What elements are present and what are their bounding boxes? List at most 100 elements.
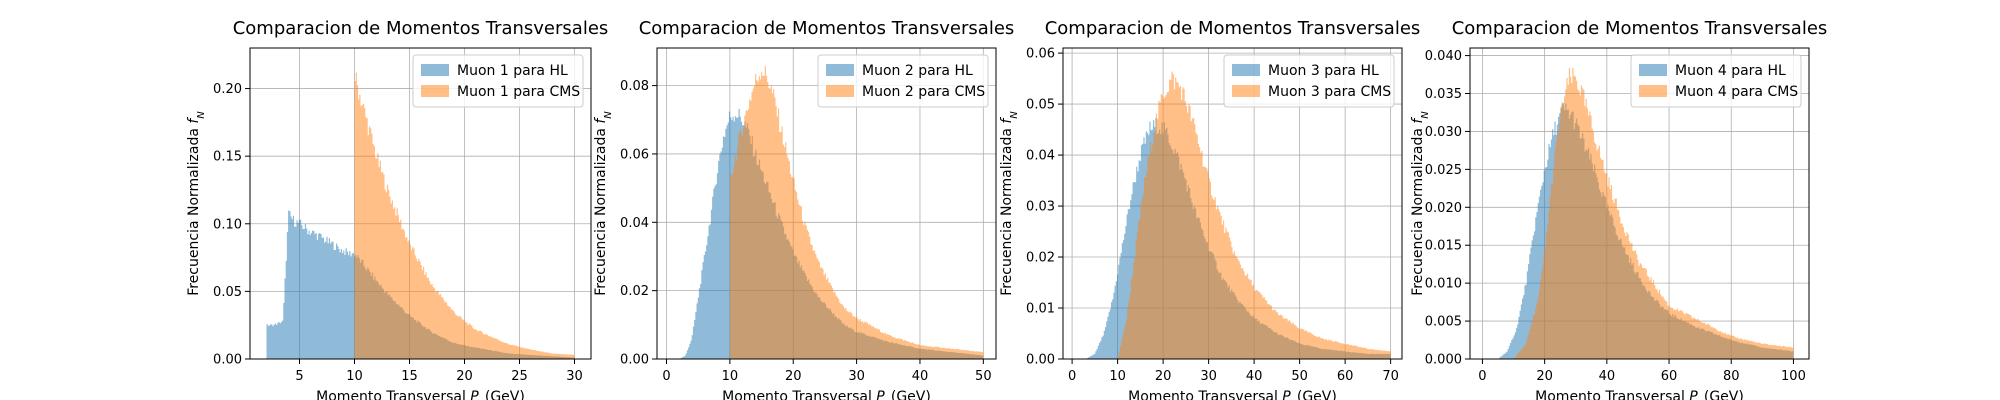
legend-swatch <box>826 64 854 76</box>
legend-entry: Muon 2 para CMS <box>862 84 985 100</box>
y-tick-label: 0.005 <box>1425 315 1462 330</box>
legend-box <box>1223 54 1395 108</box>
legend: Muon 4 para HL Muon 4 para CMS <box>1630 54 1802 108</box>
legend-entry: Muon 2 para HL <box>862 63 973 79</box>
x-tick-label: 15 <box>401 369 418 384</box>
y-tick-label: 0.08 <box>620 79 649 94</box>
legend: Muon 2 para HL Muon 2 para CMS <box>817 54 989 108</box>
chart-panel-1: Comparacion de Momentos Transversales 5 10… <box>186 18 608 400</box>
legend-swatch <box>826 85 854 97</box>
chart-title: Comparacion de Momentos Transversales <box>639 18 1015 39</box>
x-tick-label: 30 <box>566 369 583 384</box>
x-tick-label: 80 <box>1723 369 1740 384</box>
y-tick-label: 0.025 <box>1425 163 1462 178</box>
legend-swatch <box>1232 64 1260 76</box>
legend-entry: Muon 1 para CMS <box>457 84 580 100</box>
plot-frame <box>1469 47 1810 360</box>
y-axis-label: Frecuencia Normalizada fN <box>186 111 207 296</box>
x-tick-label: 40 <box>912 369 929 384</box>
legend-swatch <box>1639 64 1667 76</box>
legend-box <box>817 54 989 108</box>
legend-entry: Muon 3 para HL <box>1268 63 1379 79</box>
plot-frame <box>1062 47 1403 360</box>
y-axis-label: Frecuencia Normalizada fN <box>999 111 1020 296</box>
y-tick-label: 0.00 <box>1026 353 1055 368</box>
y-tick-label: 0.00 <box>620 353 649 368</box>
chart-panel-2: Comparacion de Momentos Transversales 0 10… <box>593 18 1014 400</box>
plot-frame <box>656 47 997 360</box>
x-axis-label: Momento Transversal PT(GeV) <box>1128 389 1337 400</box>
y-tick-label: 0.06 <box>620 147 649 162</box>
x-tick-label: 10 <box>346 369 363 384</box>
y-tick-label: 0.06 <box>1026 47 1055 62</box>
x-tick-label: 20 <box>1155 369 1172 384</box>
y-tick-label: 0.030 <box>1425 125 1462 140</box>
x-tick-label: 100 <box>1781 369 1806 384</box>
chart-panel-4: Comparacion de Momentos Transversales 0 20… <box>1410 18 1827 400</box>
x-tick-label: 30 <box>848 369 865 384</box>
legend: Muon 3 para HL Muon 3 para CMS <box>1223 54 1395 108</box>
y-axis-label: Frecuencia Normalizada fN <box>593 111 614 296</box>
chart-title: Comparacion de Momentos Transversales <box>1045 18 1421 39</box>
y-tick-label: 0.02 <box>1026 251 1055 266</box>
legend: Muon 1 para HL Muon 1 para CMS <box>412 54 584 108</box>
x-tick-label: 0 <box>1068 369 1076 384</box>
x-tick-label: 20 <box>785 369 802 384</box>
x-tick-label: 60 <box>1661 369 1678 384</box>
histogram-series-2 <box>729 66 984 360</box>
histogram-series-2 <box>354 72 575 359</box>
x-tick-label: 40 <box>1246 369 1263 384</box>
x-tick-label: 5 <box>295 369 303 384</box>
legend-box <box>412 54 584 108</box>
legend-entry: Muon 4 para CMS <box>1675 84 1798 100</box>
y-tick-label: 0.00 <box>213 353 242 368</box>
x-tick-label: 10 <box>722 369 739 384</box>
y-tick-label: 0.05 <box>213 285 242 300</box>
histogram-series-2 <box>1117 71 1391 359</box>
legend-entry: Muon 3 para CMS <box>1268 84 1391 100</box>
x-axis-label: Momento Transversal PT(GeV) <box>316 389 525 400</box>
y-tick-label: 0.010 <box>1425 277 1462 292</box>
y-tick-label: 0.04 <box>620 216 649 231</box>
legend-box <box>1630 54 1802 108</box>
legend-swatch <box>421 85 449 97</box>
y-tick-label: 0.020 <box>1425 201 1462 216</box>
x-tick-label: 0 <box>662 369 670 384</box>
x-tick-label: 10 <box>1109 369 1126 384</box>
y-tick-label: 0.000 <box>1425 353 1462 368</box>
legend-entry: Muon 4 para HL <box>1675 63 1786 79</box>
x-tick-label: 40 <box>1599 369 1616 384</box>
y-axis-label: Frecuencia Normalizada fN <box>1410 111 1431 296</box>
x-tick-label: 20 <box>456 369 473 384</box>
x-tick-label: 20 <box>1536 369 1553 384</box>
x-tick-label: 50 <box>975 369 992 384</box>
x-tick-label: 60 <box>1337 369 1354 384</box>
y-tick-label: 0.05 <box>1026 98 1055 113</box>
chart-panel-3: Comparacion de Momentos Transversales 0 10… <box>999 18 1420 400</box>
x-tick-label: 25 <box>511 369 528 384</box>
legend-swatch <box>1639 85 1667 97</box>
x-tick-label: 0 <box>1478 369 1486 384</box>
y-tick-label: 0.01 <box>1026 302 1055 317</box>
x-tick-label: 70 <box>1382 369 1399 384</box>
y-tick-label: 0.040 <box>1425 49 1462 64</box>
x-tick-label: 50 <box>1291 369 1308 384</box>
y-tick-label: 0.04 <box>1026 149 1055 164</box>
y-tick-label: 0.20 <box>213 82 242 97</box>
y-tick-label: 0.03 <box>1026 200 1055 215</box>
plot-frame <box>249 47 592 360</box>
x-tick-label: 30 <box>1200 369 1217 384</box>
chart-title: Comparacion de Momentos Transversales <box>1452 18 1828 39</box>
x-axis-label: Momento Transversal PT(GeV) <box>722 389 931 400</box>
y-tick-label: 0.015 <box>1425 239 1462 254</box>
legend-swatch <box>1232 85 1260 97</box>
histogram-series-2 <box>1513 67 1794 359</box>
histogram-series-1 <box>266 210 575 359</box>
chart-title: Comparacion de Momentos Transversales <box>233 18 609 39</box>
y-tick-label: 0.10 <box>213 217 242 232</box>
y-tick-label: 0.02 <box>620 284 649 299</box>
legend-entry: Muon 1 para HL <box>457 63 568 79</box>
x-axis-label: Momento Transversal PT(GeV) <box>1535 389 1744 400</box>
legend-swatch <box>421 64 449 76</box>
